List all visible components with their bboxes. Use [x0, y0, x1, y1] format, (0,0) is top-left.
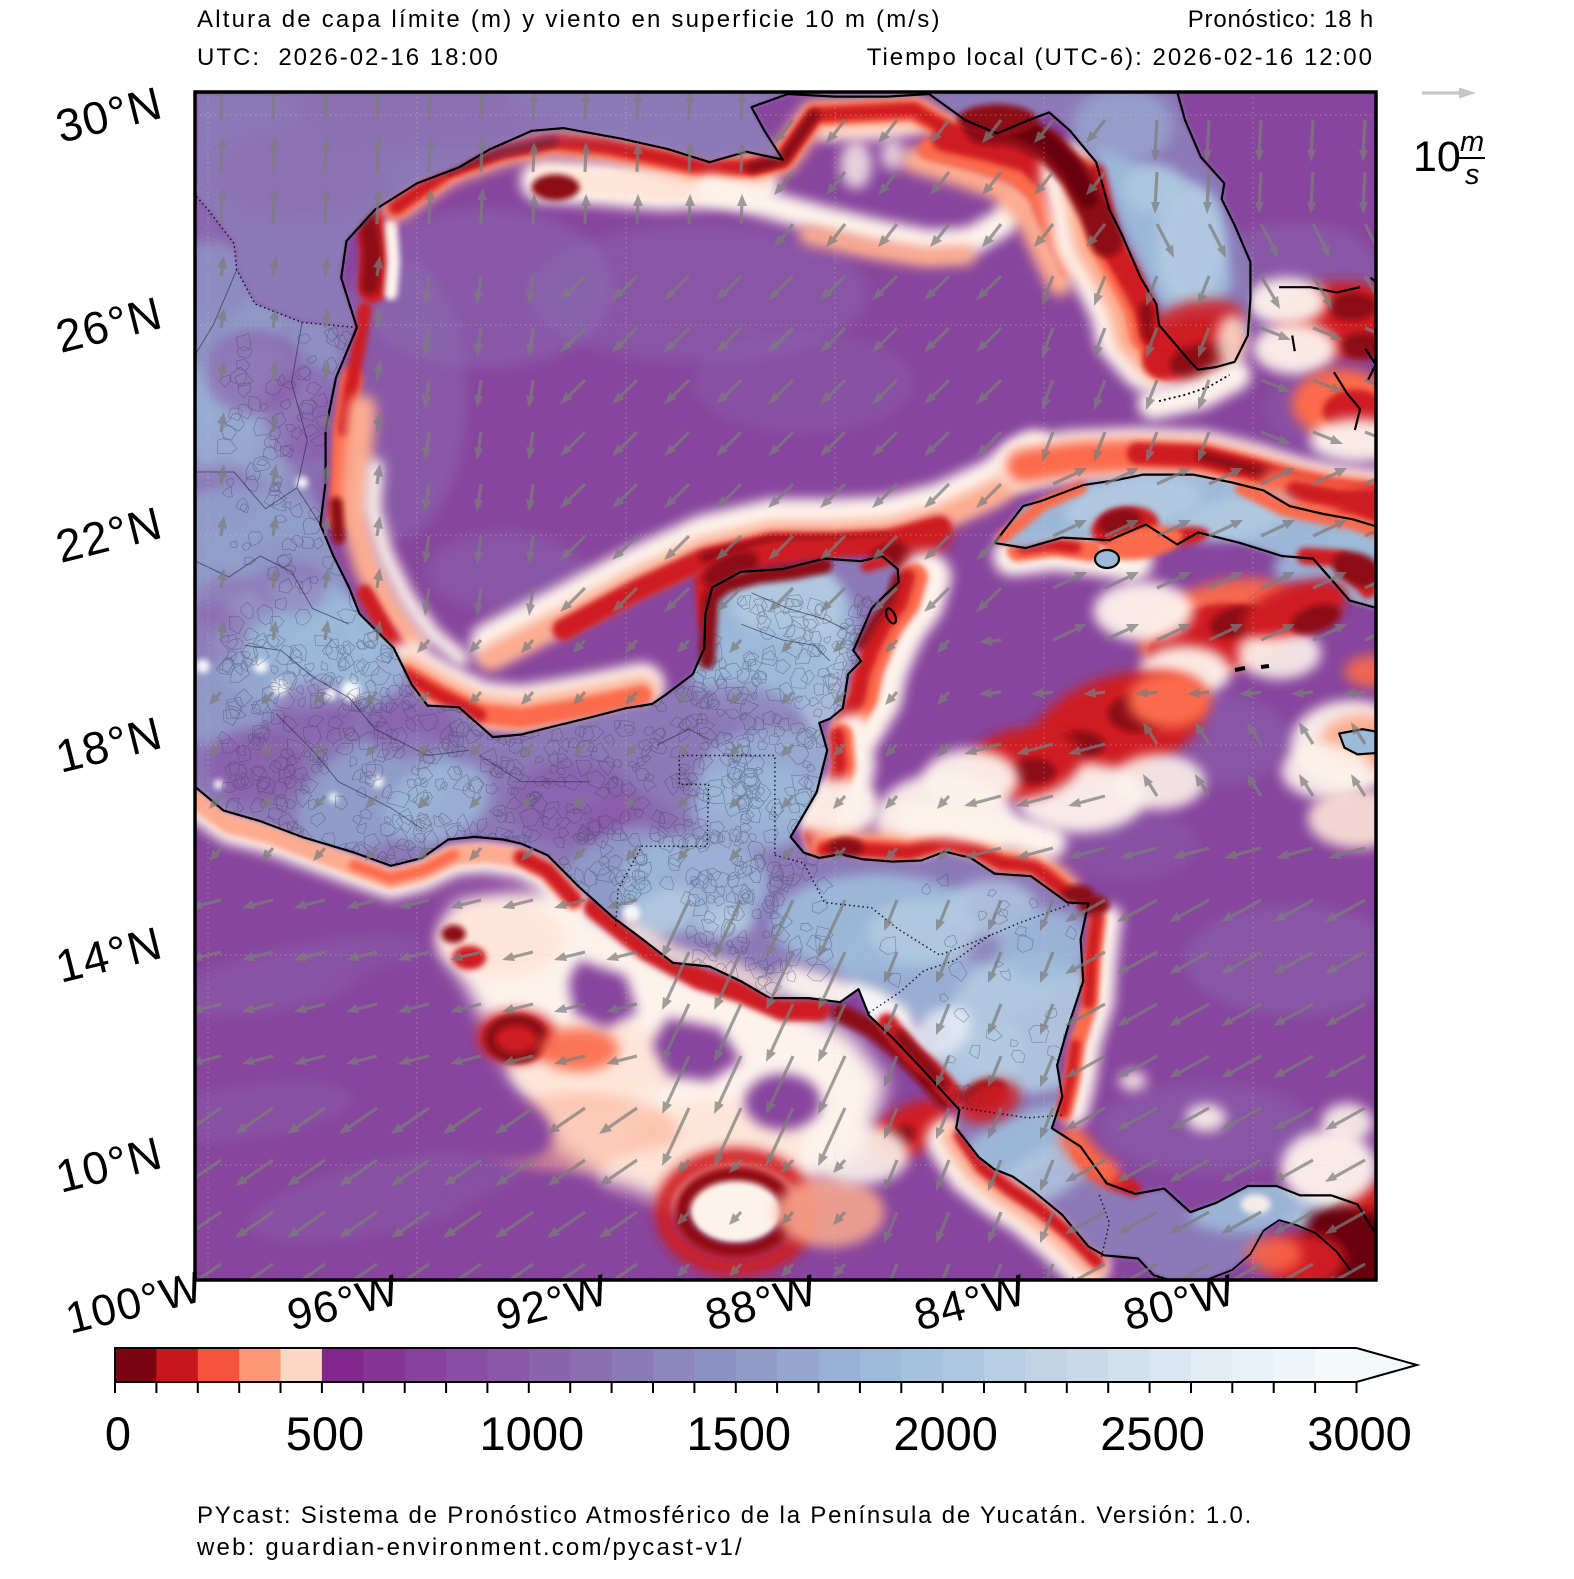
svg-text:1000: 1000: [480, 1407, 585, 1460]
svg-text:Pronóstico: 18 h: Pronóstico: 18 h: [1188, 6, 1374, 33]
svg-text:0: 0: [105, 1407, 131, 1460]
svg-text:Altura de capa límite (m) y vi: Altura de capa límite (m) y viento en su…: [197, 6, 942, 33]
svg-text:Tiempo local (UTC-6): 2026-02-: Tiempo local (UTC-6): 2026-02-16 12:00: [867, 44, 1374, 71]
svg-text:m: m: [1460, 126, 1484, 158]
svg-text:2000: 2000: [893, 1407, 998, 1460]
svg-text:PYcast: Sistema de Pronóstico: PYcast: Sistema de Pronóstico Atmosféric…: [197, 1502, 1253, 1529]
svg-text:s: s: [1465, 159, 1480, 191]
svg-text:3000: 3000: [1307, 1407, 1412, 1460]
svg-text:2500: 2500: [1100, 1407, 1205, 1460]
svg-text:1500: 1500: [686, 1407, 791, 1460]
svg-text:UTC: 2026-02-16 18:00: UTC: 2026-02-16 18:00: [197, 44, 500, 71]
svg-text:10: 10: [1413, 133, 1461, 181]
svg-text:web: guardian-environment.com/: web: guardian-environment.com/pycast-v1/: [196, 1534, 744, 1561]
svg-text:500: 500: [286, 1407, 364, 1460]
